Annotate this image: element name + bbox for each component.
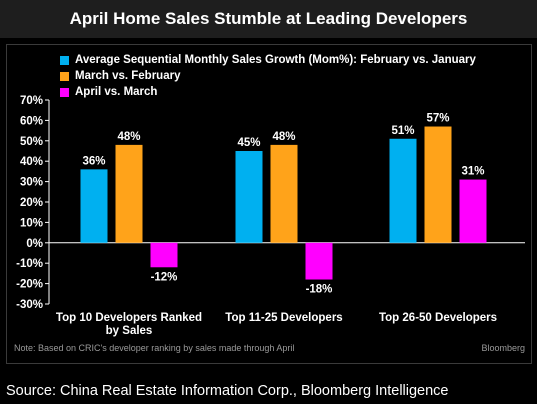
- legend-label-apr-vs-mar: April vs. March: [75, 86, 158, 98]
- y-tick-label: 30%: [20, 177, 43, 189]
- y-tick-label: -10%: [16, 258, 43, 270]
- y-tick-label: 60%: [20, 115, 43, 127]
- bloomberg-brand: Bloomberg: [481, 343, 525, 353]
- y-tick-label: 50%: [20, 136, 43, 148]
- bar-mar-vs-feb: [115, 144, 143, 243]
- y-tick-label: 40%: [20, 156, 43, 168]
- y-tick-label: 70%: [20, 95, 43, 107]
- bar-feb-vs-jan: [389, 138, 417, 243]
- source-line: Source: China Real Estate Information Co…: [6, 383, 449, 399]
- data-label-apr-vs-mar: -12%: [151, 271, 178, 283]
- bar-apr-vs-mar: [305, 242, 333, 280]
- y-tick-label: -30%: [16, 299, 43, 311]
- bar-feb-vs-jan: [235, 151, 263, 243]
- bar-feb-vs-jan: [80, 169, 108, 243]
- data-label-feb-vs-jan: 45%: [237, 137, 260, 149]
- x-category-label: Top 10 Developers Ranked: [56, 312, 202, 324]
- legend-item-apr-vs-mar: April vs. March: [60, 84, 476, 100]
- bar-mar-vs-feb: [270, 144, 298, 243]
- legend-item-feb-vs-jan: Average Sequential Monthly Sales Growth …: [60, 52, 476, 68]
- bar-apr-vs-mar: [150, 242, 178, 268]
- chart-legend: Average Sequential Monthly Sales Growth …: [60, 52, 476, 100]
- bar-apr-vs-mar: [459, 179, 487, 243]
- chart-title: April Home Sales Stumble at Leading Deve…: [69, 9, 468, 28]
- x-category-label: by Sales: [106, 325, 153, 337]
- data-label-feb-vs-jan: 36%: [82, 155, 105, 167]
- x-category-label: Top 11-25 Developers: [225, 312, 342, 324]
- legend-swatch-mar-vs-feb: [60, 71, 69, 81]
- legend-swatch-feb-vs-jan: [60, 55, 69, 65]
- y-tick-label: 20%: [20, 197, 43, 209]
- y-tick-label: 10%: [20, 217, 43, 229]
- data-label-apr-vs-mar: -18%: [306, 284, 333, 296]
- data-label-feb-vs-jan: 51%: [391, 125, 414, 137]
- y-tick-label: 0%: [26, 238, 43, 250]
- legend-swatch-apr-vs-mar: [60, 87, 69, 97]
- data-label-mar-vs-feb: 48%: [117, 131, 140, 143]
- data-label-mar-vs-feb: 48%: [272, 131, 295, 143]
- chart-title-bar: April Home Sales Stumble at Leading Deve…: [0, 0, 537, 38]
- chart-note: Note: Based on CRIC's developer ranking …: [14, 343, 295, 353]
- legend-label-feb-vs-jan: Average Sequential Monthly Sales Growth …: [75, 54, 476, 66]
- y-tick-label: -20%: [16, 279, 43, 291]
- data-label-apr-vs-mar: 31%: [461, 166, 484, 178]
- data-label-mar-vs-feb: 57%: [426, 113, 449, 125]
- x-category-label: Top 26-50 Developers: [379, 312, 497, 324]
- legend-label-mar-vs-feb: March vs. February: [75, 70, 181, 82]
- legend-item-mar-vs-feb: March vs. February: [60, 68, 476, 84]
- bar-mar-vs-feb: [424, 126, 452, 243]
